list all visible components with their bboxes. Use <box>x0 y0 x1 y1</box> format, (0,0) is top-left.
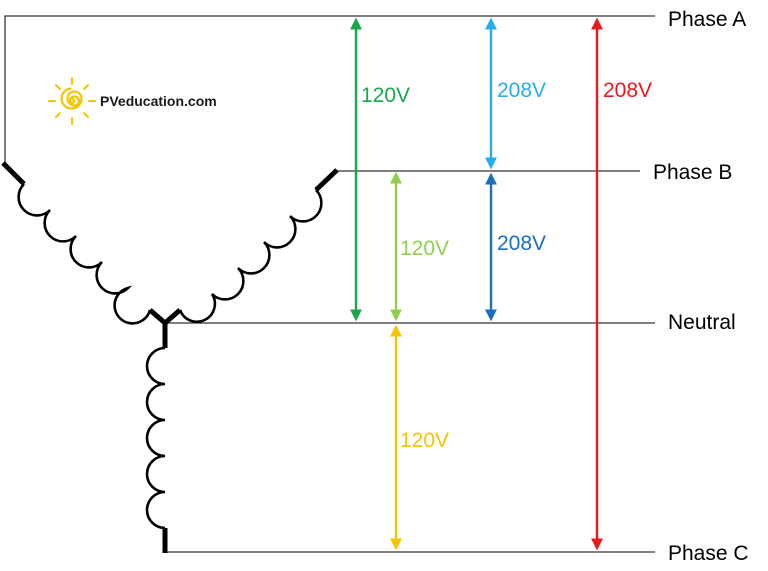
label-a-c: 208V <box>603 79 652 102</box>
coil-phase-c <box>145 323 168 553</box>
label-phase-b: Phase B <box>653 161 732 184</box>
label-a-b: 208V <box>497 79 546 102</box>
label-b-neutral: 120V <box>400 237 449 260</box>
coil-phase-a <box>1 161 167 325</box>
coil-phase-b <box>163 168 339 325</box>
label-b-c: 208V <box>497 232 546 255</box>
phase-a-line <box>4 15 655 165</box>
logo-text: PVeducation.com <box>100 93 217 109</box>
label-phase-a: Phase A <box>668 8 746 31</box>
sun-spiral-icon <box>48 77 96 125</box>
label-a-neutral: 120V <box>361 84 410 107</box>
label-c-neutral: 120V <box>400 429 449 452</box>
label-phase-c: Phase C <box>668 542 749 565</box>
label-neutral: Neutral <box>668 311 736 334</box>
